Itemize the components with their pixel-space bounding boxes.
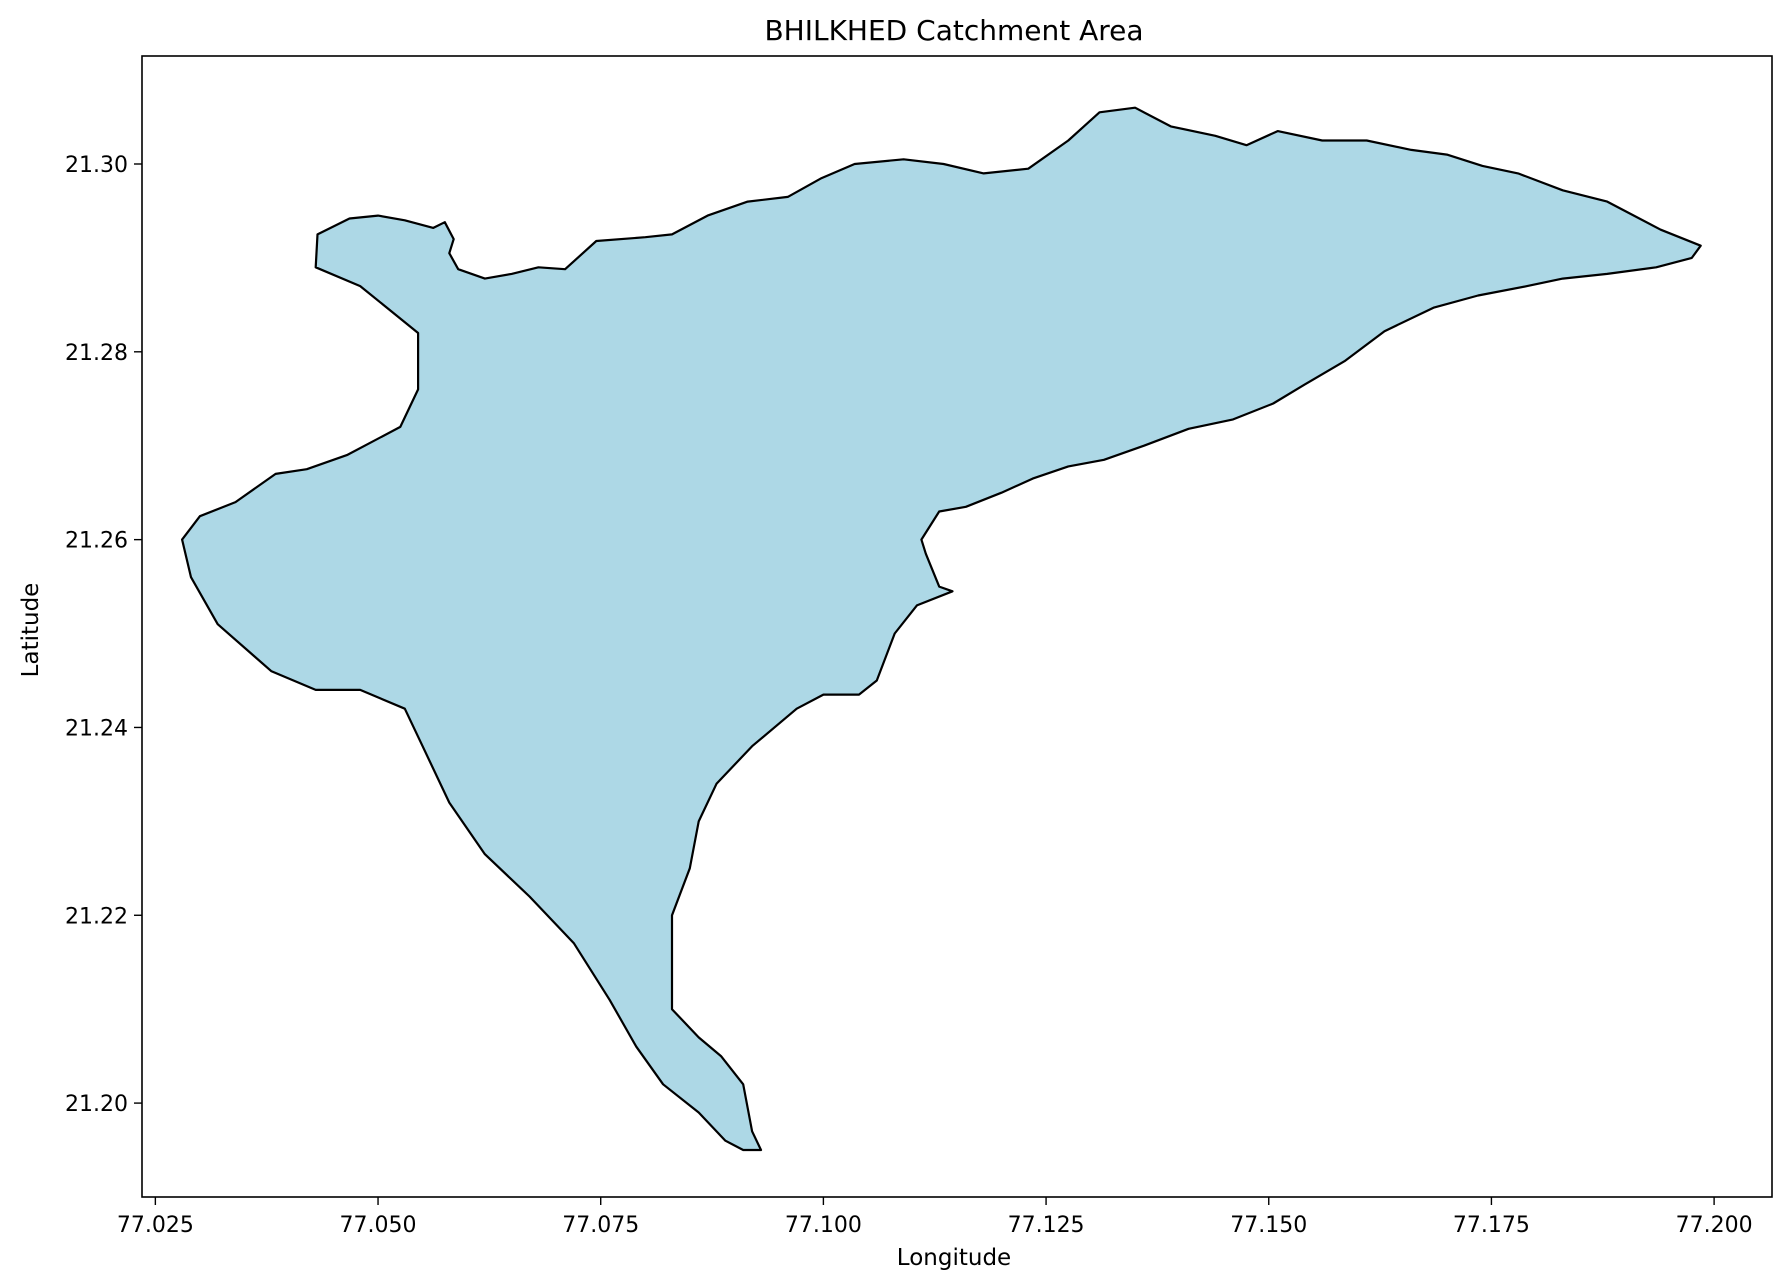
x-axis-ticks: 77.025 77.050 77.075 77.100 77.125 77.150 77.1…	[117, 1197, 1753, 1238]
x-tick-label: 77.150	[1230, 1213, 1307, 1238]
y-axis-label: Latitude	[18, 583, 44, 678]
x-tick-label: 77.175	[1453, 1213, 1530, 1238]
y-tick-label: 21.24	[65, 716, 128, 741]
x-tick-label: 77.075	[562, 1213, 639, 1238]
x-tick-label: 77.125	[1008, 1213, 1085, 1238]
y-axis-ticks: 21.20 21.22 21.24 21.26 21.28 21.30	[65, 153, 142, 1117]
catchment-polygon	[181, 106, 1702, 1152]
x-tick-label: 77.200	[1676, 1213, 1753, 1238]
y-tick-label: 21.22	[65, 904, 128, 929]
y-tick-label: 21.28	[65, 341, 128, 366]
x-tick-label: 77.050	[340, 1213, 417, 1238]
chart-title: BHILKHED Catchment Area	[764, 14, 1143, 47]
plot-area	[181, 106, 1702, 1152]
axes-frame	[141, 55, 1773, 1198]
x-axis-label: Longitude	[897, 1245, 1011, 1271]
x-tick-label: 77.100	[785, 1213, 862, 1238]
y-tick-label: 21.26	[65, 529, 128, 554]
x-tick-label: 77.025	[117, 1213, 194, 1238]
y-tick-label: 21.30	[65, 153, 128, 178]
y-tick-label: 21.20	[65, 1092, 128, 1117]
